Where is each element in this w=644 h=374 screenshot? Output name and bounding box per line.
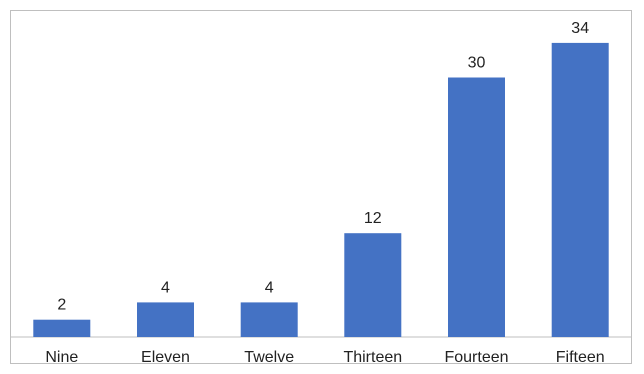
x-tick-label-eleven: Eleven	[141, 349, 190, 366]
data-label-thirteen: 12	[364, 210, 382, 227]
bar-eleven	[137, 302, 194, 337]
data-label-fifteen: 34	[571, 20, 589, 37]
bar-twelve	[240, 302, 298, 337]
x-tick-label-thirteen: Thirteen	[343, 349, 402, 366]
bar-fourteen	[448, 77, 505, 337]
x-tick-label-fifteen: Fifteen	[556, 349, 605, 366]
bar-thirteen	[344, 233, 402, 337]
data-label-fourteen: 30	[468, 55, 486, 72]
x-tick-label-nine: Nine	[45, 349, 78, 366]
data-label-eleven: 4	[161, 279, 170, 296]
data-label-twelve: 4	[265, 279, 274, 296]
bar-nine	[33, 319, 91, 337]
chart-area	[10, 10, 632, 364]
x-tick-label-fourteen: Fourteen	[444, 349, 508, 366]
x-tick-label-twelve: Twelve	[244, 349, 294, 366]
data-label-nine: 2	[57, 297, 66, 314]
bar-fifteen	[551, 42, 609, 338]
